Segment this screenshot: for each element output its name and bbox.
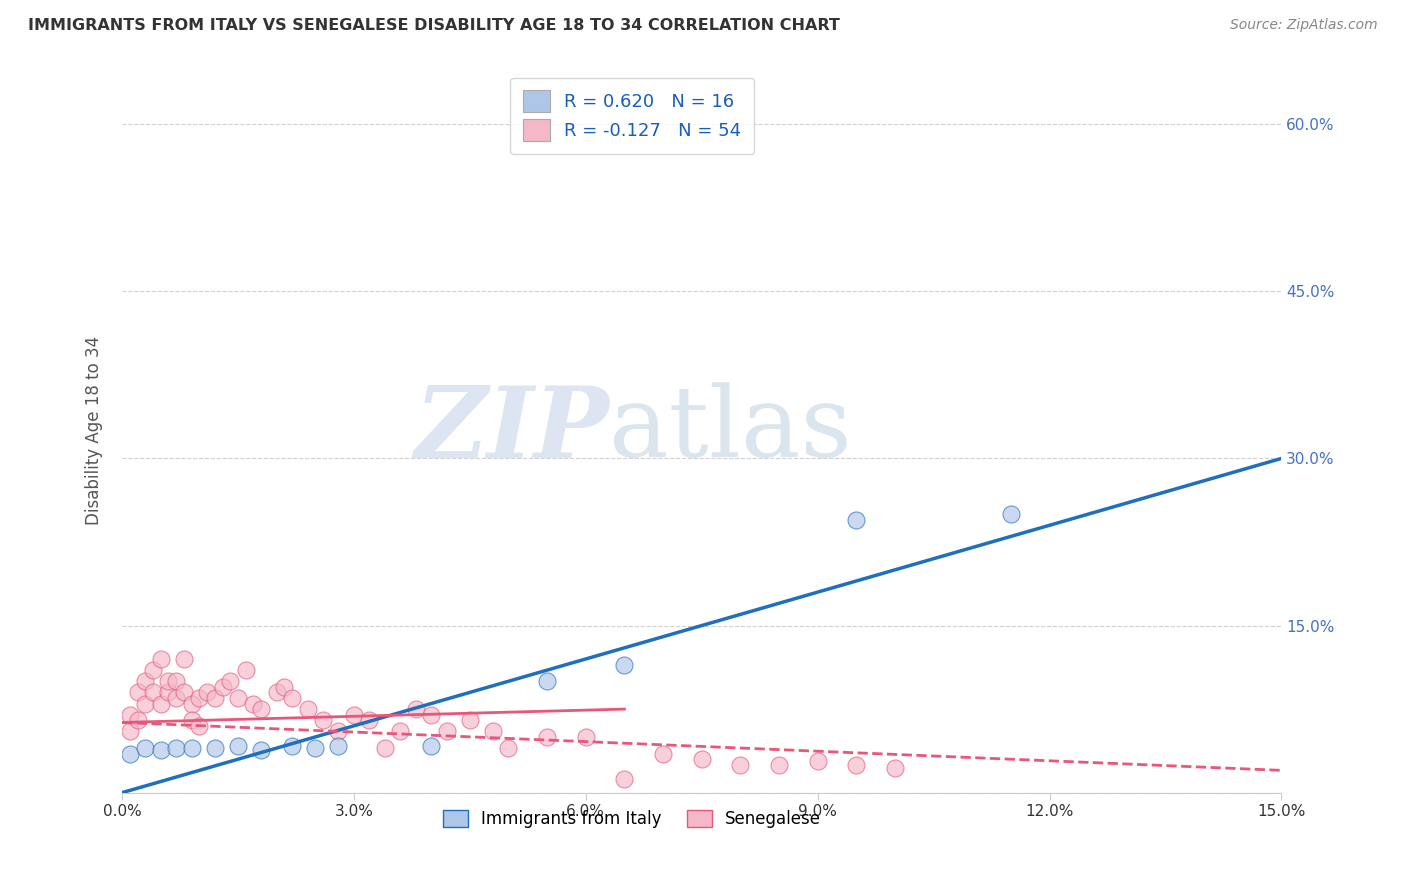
Point <box>281 739 304 753</box>
Point <box>613 772 636 787</box>
Point <box>235 663 257 677</box>
Point <box>436 724 458 739</box>
Point <box>165 674 187 689</box>
Point <box>180 713 202 727</box>
Point <box>211 680 233 694</box>
Point <box>536 674 558 689</box>
Point <box>273 680 295 694</box>
Point <box>328 724 350 739</box>
Point <box>157 674 180 689</box>
Point <box>807 755 830 769</box>
Point <box>281 690 304 705</box>
Point <box>173 652 195 666</box>
Point <box>173 685 195 699</box>
Point <box>226 690 249 705</box>
Point <box>250 702 273 716</box>
Point <box>142 663 165 677</box>
Point <box>180 741 202 756</box>
Text: IMMIGRANTS FROM ITALY VS SENEGALESE DISABILITY AGE 18 TO 34 CORRELATION CHART: IMMIGRANTS FROM ITALY VS SENEGALESE DISA… <box>28 18 839 33</box>
Point <box>374 741 396 756</box>
Point <box>180 697 202 711</box>
Point <box>389 724 412 739</box>
Point <box>165 741 187 756</box>
Point <box>118 724 141 739</box>
Point <box>266 685 288 699</box>
Point <box>157 685 180 699</box>
Point <box>613 657 636 672</box>
Text: Source: ZipAtlas.com: Source: ZipAtlas.com <box>1230 18 1378 32</box>
Text: atlas: atlas <box>609 383 852 478</box>
Point <box>219 674 242 689</box>
Point <box>690 752 713 766</box>
Point <box>845 513 868 527</box>
Point <box>134 741 156 756</box>
Point <box>127 713 149 727</box>
Point <box>575 730 598 744</box>
Point <box>482 724 505 739</box>
Point <box>204 741 226 756</box>
Point <box>188 719 211 733</box>
Point <box>149 697 172 711</box>
Point <box>405 702 427 716</box>
Point <box>304 741 326 756</box>
Point <box>142 685 165 699</box>
Point <box>149 743 172 757</box>
Point <box>458 713 481 727</box>
Point <box>204 690 226 705</box>
Point <box>297 702 319 716</box>
Point <box>498 741 520 756</box>
Point <box>536 730 558 744</box>
Point <box>359 713 381 727</box>
Point <box>134 697 156 711</box>
Point <box>328 739 350 753</box>
Y-axis label: Disability Age 18 to 34: Disability Age 18 to 34 <box>86 336 103 525</box>
Point <box>312 713 335 727</box>
Point <box>242 697 264 711</box>
Text: ZIP: ZIP <box>413 383 609 479</box>
Point <box>165 690 187 705</box>
Legend: Immigrants from Italy, Senegalese: Immigrants from Italy, Senegalese <box>436 804 828 835</box>
Point <box>420 707 443 722</box>
Point <box>1000 507 1022 521</box>
Point <box>652 747 675 761</box>
Point <box>134 674 156 689</box>
Point <box>343 707 366 722</box>
Point <box>420 739 443 753</box>
Point <box>226 739 249 753</box>
Point <box>188 690 211 705</box>
Point <box>884 761 907 775</box>
Point <box>118 747 141 761</box>
Point <box>250 743 273 757</box>
Point <box>195 685 218 699</box>
Point <box>127 685 149 699</box>
Point <box>149 652 172 666</box>
Point <box>845 757 868 772</box>
Point <box>118 707 141 722</box>
Point <box>768 757 790 772</box>
Point <box>730 757 752 772</box>
